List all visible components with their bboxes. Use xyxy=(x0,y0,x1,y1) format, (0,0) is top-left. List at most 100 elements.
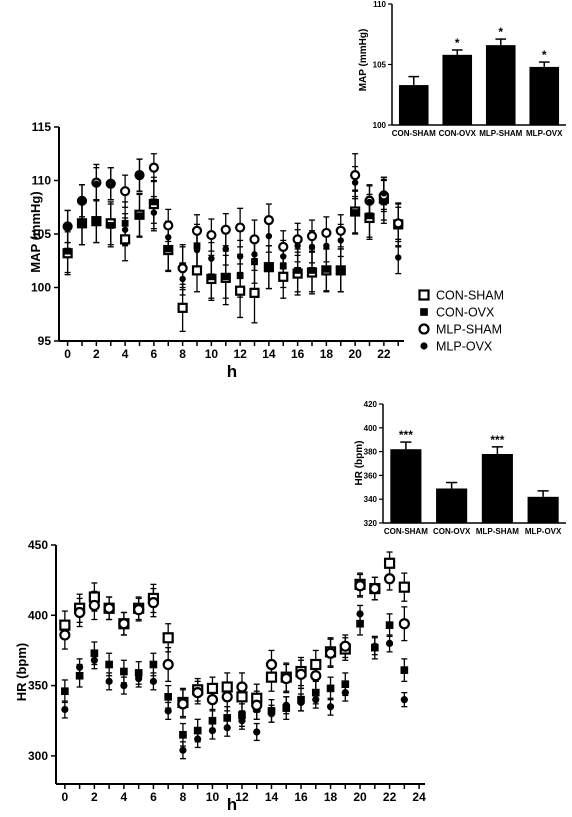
marker-filled-circle xyxy=(223,724,231,732)
marker-filled-square xyxy=(238,711,246,719)
marker-filled-square xyxy=(341,680,350,689)
marker-open-circle xyxy=(133,604,145,616)
significance-label: * xyxy=(542,48,547,62)
marker-filled-circle xyxy=(312,696,320,704)
significance-label: * xyxy=(498,25,503,39)
marker-filled-circle xyxy=(385,639,394,648)
marker-filled-square xyxy=(326,684,335,693)
significance-label: * xyxy=(455,36,460,50)
marker-filled-circle xyxy=(135,674,143,683)
marker-open-square xyxy=(398,581,410,593)
marker-filled-circle xyxy=(323,242,330,249)
marker-filled-square xyxy=(380,198,388,206)
marker-open-circle xyxy=(354,580,366,592)
marker-filled-square xyxy=(223,714,232,722)
legend-label: CON-SHAM xyxy=(436,289,504,303)
marker-filled-circle xyxy=(380,190,388,197)
marker-filled-square xyxy=(75,671,84,680)
marker-filled-square xyxy=(136,212,143,220)
map-line-ylabel: MAP (mmHg) xyxy=(28,191,43,272)
marker-filled-square xyxy=(120,667,128,676)
marker-filled-square xyxy=(78,219,86,227)
marker-open-square xyxy=(383,557,396,569)
marker-open-square xyxy=(265,671,278,683)
marker-filled-square xyxy=(164,245,172,253)
marker-filled-square xyxy=(322,265,330,273)
x-tick-label: 10 xyxy=(205,347,219,361)
marker-filled-circle xyxy=(326,703,335,711)
marker-filled-square xyxy=(208,716,217,725)
marker-filled-circle xyxy=(107,180,114,187)
marker-filled-circle xyxy=(238,717,246,725)
marker-open-circle xyxy=(249,234,260,245)
x-tick-label: 16 xyxy=(291,347,305,361)
category-label: CON-SHAM xyxy=(384,527,428,536)
y-tick-label: 300 xyxy=(28,749,48,763)
marker-filled-square xyxy=(294,266,302,274)
y-tick-label: 105 xyxy=(373,61,387,70)
marker-filled-circle xyxy=(251,251,258,258)
marker-filled-circle xyxy=(164,707,172,715)
marker-filled-square xyxy=(265,263,273,271)
marker-open-circle xyxy=(306,231,318,242)
marker-filled-circle xyxy=(282,701,290,709)
marker-open-circle xyxy=(383,573,396,585)
hr-line-ylabel: HR (bpm) xyxy=(14,643,29,702)
marker-filled-square xyxy=(207,273,215,281)
marker-open-circle xyxy=(74,606,86,619)
legend: CON-SHAM CON-OVX MLP-SHAM MLP-OVX xyxy=(418,289,504,354)
marker-open-circle xyxy=(310,670,322,682)
marker-open-square xyxy=(249,287,260,298)
marker-open-square xyxy=(177,302,188,313)
marker-filled-circle xyxy=(136,171,143,179)
marker-filled-square xyxy=(61,687,69,696)
marker-open-circle xyxy=(278,241,289,252)
marker-filled-square xyxy=(107,222,115,229)
bar xyxy=(527,496,559,523)
y-tick-label: 105 xyxy=(31,227,51,241)
category-label: CON-SHAM xyxy=(392,129,436,138)
marker-open-circle xyxy=(398,618,410,630)
significance-label: *** xyxy=(399,428,413,442)
x-tick-label: 4 xyxy=(122,347,129,361)
marker-open-circle xyxy=(235,222,246,233)
marker-filled-circle xyxy=(121,226,129,233)
x-tick-label: 24 xyxy=(412,790,426,804)
marker-open-circle xyxy=(192,687,204,699)
x-tick-label: 0 xyxy=(64,347,71,361)
marker-filled-square xyxy=(90,649,99,658)
marker-filled-square xyxy=(400,666,409,674)
marker-filled-circle xyxy=(280,253,287,260)
legend-label: CON-OVX xyxy=(436,306,495,320)
marker-filled-circle xyxy=(64,223,71,230)
marker-open-circle xyxy=(220,224,231,235)
marker-filled-square xyxy=(251,258,258,266)
marker-open-square xyxy=(191,265,203,276)
marker-open-circle xyxy=(191,225,203,236)
x-tick-label: 4 xyxy=(121,790,128,804)
hr-bar-chart: HR (bpm) 320 340 360 380 400 420 *** CON-SHAM CO… xyxy=(354,400,566,536)
y-tick-label: 350 xyxy=(28,679,48,693)
marker-open-circle xyxy=(177,698,189,710)
x-tick-label: 14 xyxy=(265,790,279,804)
marker-open-circle xyxy=(295,668,307,680)
marker-open-circle xyxy=(280,672,292,685)
marker-filled-circle xyxy=(150,209,158,216)
bar xyxy=(436,488,468,523)
marker-open-circle xyxy=(177,263,188,274)
map-bar-ylabel: MAP (mmHg) xyxy=(358,29,369,92)
marker-open-circle xyxy=(59,629,71,641)
marker-filled-square xyxy=(420,308,428,316)
marker-filled-circle xyxy=(366,198,373,206)
marker-filled-circle xyxy=(222,245,229,253)
x-tick-label: 2 xyxy=(93,347,100,361)
category-label: MLP-OVX xyxy=(526,129,563,138)
marker-filled-circle xyxy=(120,681,128,690)
category-label: CON-OVX xyxy=(433,527,471,536)
marker-open-circle xyxy=(120,186,131,197)
marker-filled-circle xyxy=(194,735,202,743)
marker-filled-square xyxy=(92,217,100,225)
marker-filled-circle xyxy=(351,179,359,186)
y-tick-label: 110 xyxy=(32,174,52,188)
